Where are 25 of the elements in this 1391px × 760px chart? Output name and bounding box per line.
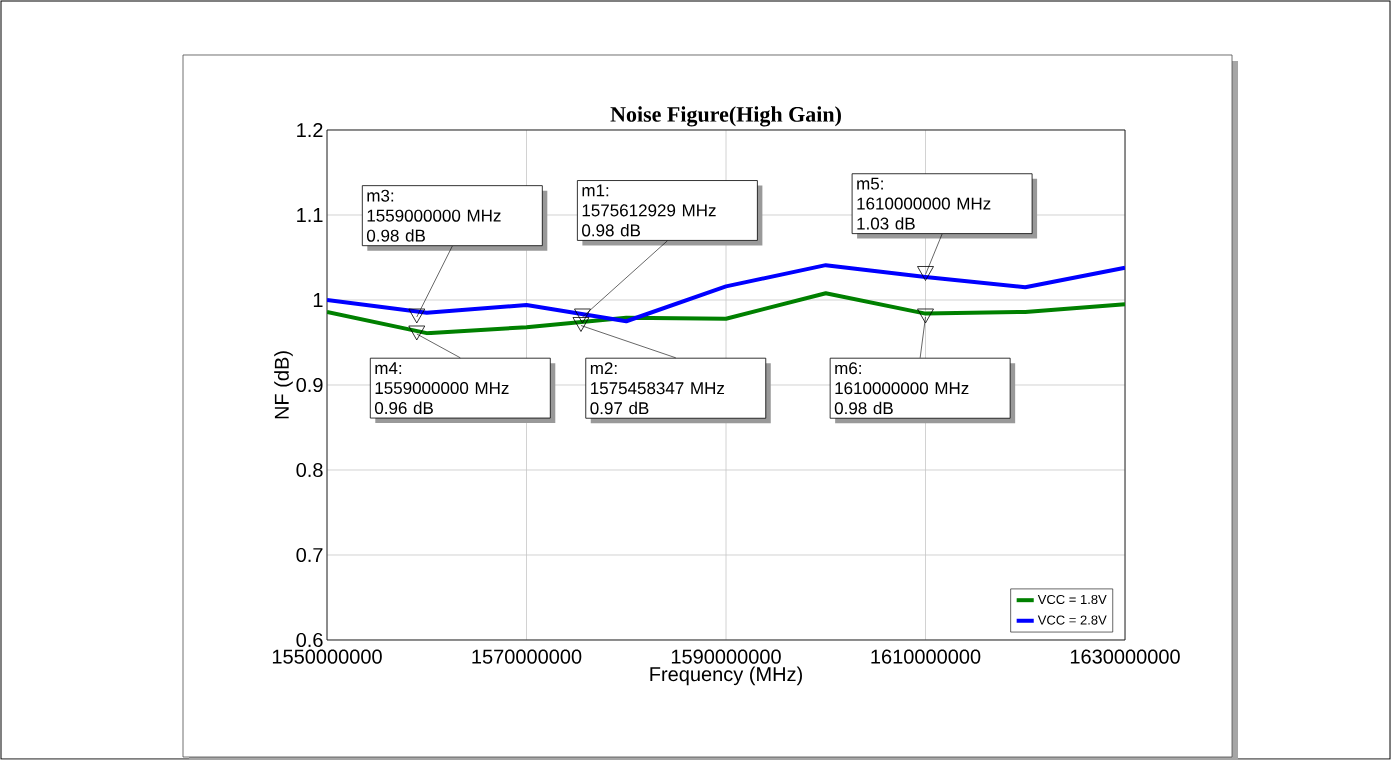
y-tick-label: 1 xyxy=(313,293,323,307)
annotation: m3: 1559000000 MHz 0.98 dB xyxy=(366,189,501,242)
y-axis-title: NF (dB) xyxy=(274,351,293,419)
annotation: m4: 1559000000 MHz 0.96 dB xyxy=(374,362,509,415)
annotation: m5: 1610000000 MHz 1.03 dB xyxy=(857,177,991,230)
legend-label: VCC = 2.8V xyxy=(1037,615,1107,625)
y-tick-label: 0.9 xyxy=(296,377,323,393)
line-series xyxy=(327,291,1126,336)
x-tick-label: 1590000000 xyxy=(671,649,781,664)
y-tick-label: 1.2 xyxy=(297,123,323,137)
x-axis-title: Frequency (MHz) xyxy=(650,666,802,686)
annotation: m1: 1575612929 MHz 0.98 dB xyxy=(582,184,716,237)
annotation: m6: 1610000000 MHz 0.98 dB xyxy=(834,362,969,415)
legend-label: VCC = 1.8V xyxy=(1037,594,1107,605)
y-tick-label: 0.7 xyxy=(296,547,323,563)
y-tick-label: 1.1 xyxy=(297,208,323,222)
annotation: m2: 1575458347 MHz 0.97 dB xyxy=(590,362,725,415)
chart-title: Noise Figure(High Gain) xyxy=(610,106,841,127)
x-tick-label: 1550000000 xyxy=(272,649,382,664)
y-tick-label: 0.8 xyxy=(296,462,323,478)
x-tick-label: 1610000000 xyxy=(871,649,981,664)
x-tick-label: 1630000000 xyxy=(1070,649,1180,664)
line-series xyxy=(327,263,1126,324)
x-tick-label: 1570000000 xyxy=(472,649,582,664)
y-tick-label: 0.6 xyxy=(296,632,323,648)
